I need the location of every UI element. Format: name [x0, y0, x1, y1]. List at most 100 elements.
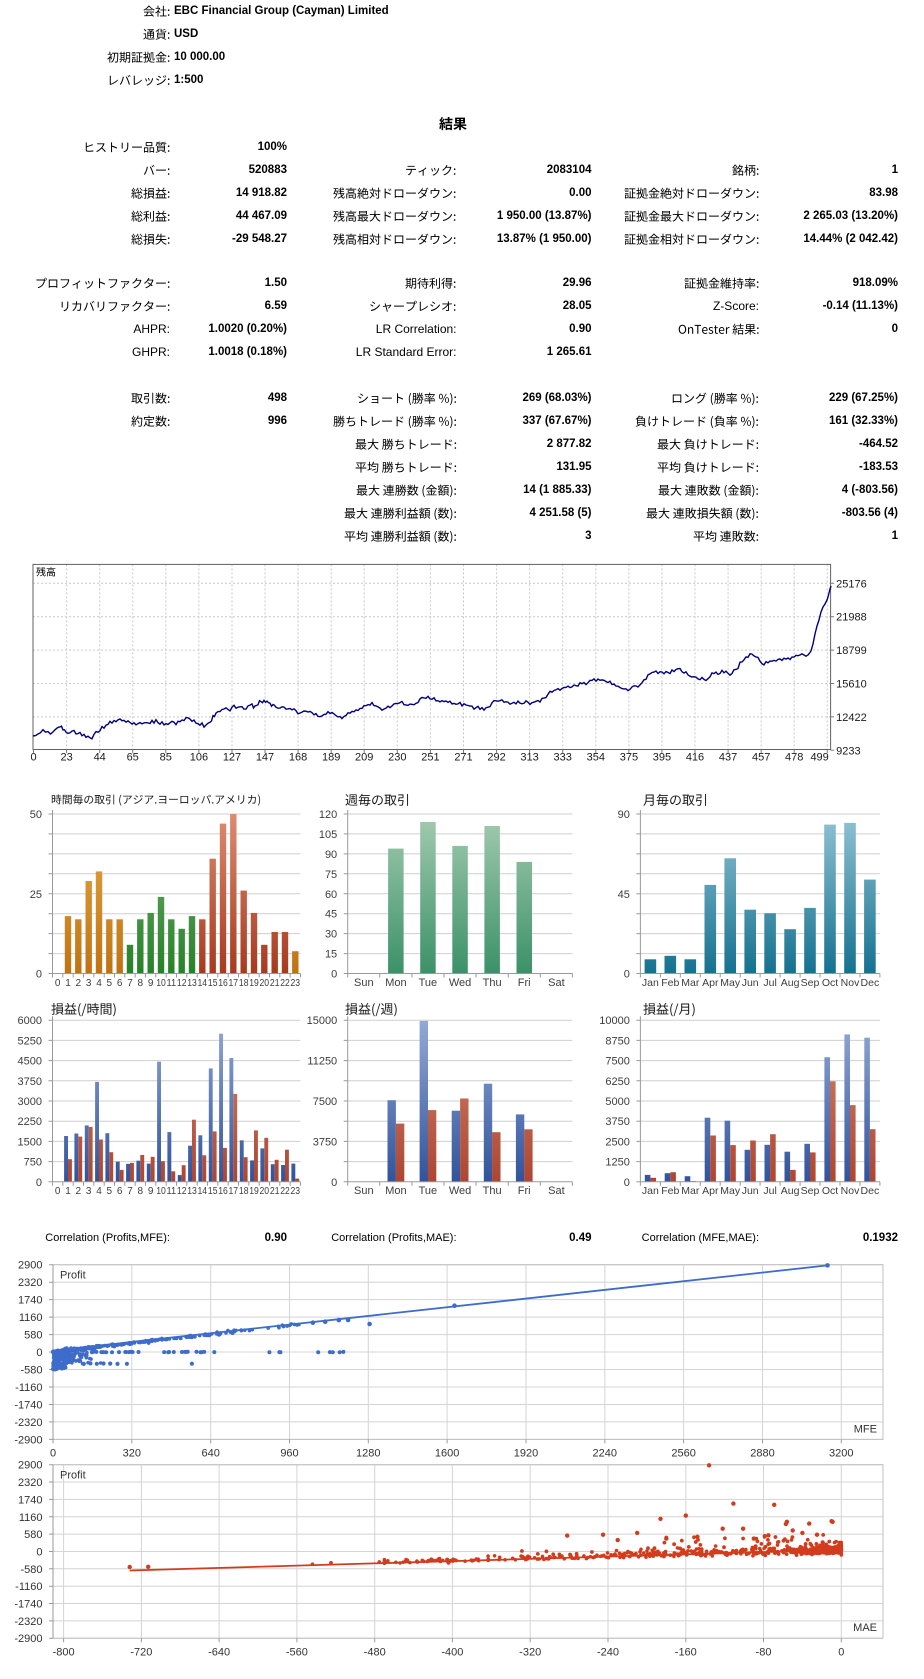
svg-text:7: 7	[127, 978, 133, 989]
svg-text:Sat: Sat	[548, 977, 565, 989]
svg-text:1740: 1740	[18, 1295, 42, 1307]
svg-text:Oct: Oct	[822, 977, 838, 989]
svg-text:1280: 1280	[356, 1448, 380, 1460]
svg-text:457: 457	[752, 752, 770, 764]
svg-text:2500: 2500	[605, 1136, 629, 1148]
svg-text:MFE: MFE	[854, 1423, 877, 1435]
svg-text:1500: 1500	[18, 1136, 42, 1148]
svg-text:-2900: -2900	[14, 1633, 42, 1645]
svg-text:-80: -80	[756, 1647, 772, 1659]
svg-text:19: 19	[249, 1186, 259, 1197]
svg-text:-1740: -1740	[14, 1400, 42, 1412]
svg-text:44: 44	[94, 752, 106, 764]
svg-text:Nov: Nov	[841, 977, 860, 989]
svg-text:2: 2	[76, 1186, 82, 1197]
svg-text:Jul: Jul	[763, 977, 776, 989]
svg-text:-2900: -2900	[14, 1434, 42, 1446]
svg-text:8750: 8750	[605, 1035, 629, 1047]
svg-text:2: 2	[76, 978, 82, 989]
svg-text:127: 127	[223, 752, 241, 764]
svg-text:5250: 5250	[18, 1035, 42, 1047]
svg-text:-2320: -2320	[14, 1616, 42, 1628]
svg-text:2250: 2250	[18, 1116, 42, 1128]
svg-text:189: 189	[322, 752, 340, 764]
svg-text:MAE: MAE	[853, 1622, 877, 1634]
svg-text:Mon: Mon	[385, 1185, 406, 1197]
svg-text:Mar: Mar	[681, 977, 700, 989]
svg-text:320: 320	[123, 1448, 141, 1460]
svg-text:7: 7	[127, 1186, 133, 1197]
svg-text:0: 0	[30, 752, 36, 764]
svg-text:1: 1	[65, 1186, 71, 1197]
svg-text:640: 640	[202, 1448, 220, 1460]
svg-text:-2320: -2320	[14, 1417, 42, 1429]
svg-text:3: 3	[86, 1186, 92, 1197]
svg-text:11: 11	[167, 978, 177, 989]
svg-text:50: 50	[30, 809, 42, 821]
svg-text:4: 4	[96, 1186, 102, 1197]
svg-text:0: 0	[36, 1177, 42, 1189]
svg-text:10: 10	[156, 978, 166, 989]
svg-text:Sep: Sep	[801, 1185, 820, 1197]
svg-text:4: 4	[96, 978, 102, 989]
svg-text:21: 21	[270, 978, 280, 989]
svg-text:16: 16	[218, 978, 228, 989]
svg-text:10000: 10000	[599, 1015, 630, 1027]
svg-text:12: 12	[177, 978, 187, 989]
svg-text:1160: 1160	[19, 1512, 43, 1524]
svg-text:May: May	[720, 1185, 741, 1197]
svg-text:14: 14	[198, 978, 208, 989]
svg-text:Fri: Fri	[518, 1185, 531, 1197]
svg-text:Tue: Tue	[419, 977, 438, 989]
svg-text:1250: 1250	[605, 1157, 629, 1169]
svg-text:168: 168	[289, 752, 307, 764]
svg-text:Jan: Jan	[642, 977, 659, 989]
svg-text:960: 960	[280, 1448, 298, 1460]
svg-text:90: 90	[325, 849, 337, 861]
svg-text:Apr: Apr	[702, 977, 719, 989]
svg-text:19: 19	[249, 978, 259, 989]
svg-text:15610: 15610	[836, 679, 867, 691]
svg-text:21988: 21988	[836, 612, 867, 624]
svg-text:2900: 2900	[18, 1460, 42, 1472]
svg-text:580: 580	[24, 1529, 42, 1541]
svg-text:-320: -320	[519, 1647, 541, 1659]
svg-text:2240: 2240	[593, 1448, 617, 1460]
svg-text:13: 13	[187, 1186, 197, 1197]
svg-text:-560: -560	[286, 1647, 308, 1659]
svg-text:1740: 1740	[18, 1494, 42, 1506]
svg-text:Wed: Wed	[449, 977, 471, 989]
svg-text:5: 5	[107, 978, 113, 989]
svg-text:3000: 3000	[18, 1096, 42, 1108]
svg-text:22: 22	[280, 1186, 290, 1197]
svg-text:21: 21	[270, 1186, 280, 1197]
svg-text:9: 9	[148, 1186, 154, 1197]
svg-text:-640: -640	[208, 1647, 230, 1659]
svg-text:0: 0	[50, 1448, 56, 1460]
svg-text:4500: 4500	[18, 1056, 42, 1068]
svg-text:Feb: Feb	[661, 1185, 679, 1197]
svg-text:7500: 7500	[605, 1056, 629, 1068]
svg-text:1600: 1600	[435, 1448, 459, 1460]
svg-text:375: 375	[620, 752, 638, 764]
svg-text:1: 1	[65, 978, 71, 989]
svg-text:5: 5	[107, 1186, 113, 1197]
svg-text:147: 147	[256, 752, 274, 764]
svg-text:0: 0	[36, 1547, 42, 1559]
svg-text:Jan: Jan	[642, 1185, 659, 1197]
svg-text:0: 0	[331, 969, 337, 981]
svg-text:580: 580	[24, 1330, 42, 1342]
svg-text:354: 354	[587, 752, 605, 764]
svg-text:499: 499	[810, 752, 828, 764]
svg-text:May: May	[720, 977, 741, 989]
svg-text:3750: 3750	[313, 1136, 337, 1148]
svg-text:6000: 6000	[18, 1015, 42, 1027]
svg-text:25176: 25176	[836, 578, 867, 590]
svg-text:-160: -160	[675, 1647, 697, 1659]
svg-text:12422: 12422	[836, 712, 867, 724]
svg-text:2320: 2320	[18, 1277, 42, 1289]
svg-text:-1740: -1740	[14, 1599, 42, 1611]
svg-text:-800: -800	[53, 1647, 75, 1659]
svg-text:18799: 18799	[836, 645, 867, 657]
svg-text:Mon: Mon	[385, 977, 406, 989]
